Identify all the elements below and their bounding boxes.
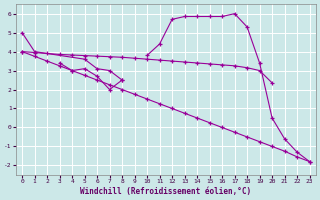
X-axis label: Windchill (Refroidissement éolien,°C): Windchill (Refroidissement éolien,°C): [80, 187, 252, 196]
